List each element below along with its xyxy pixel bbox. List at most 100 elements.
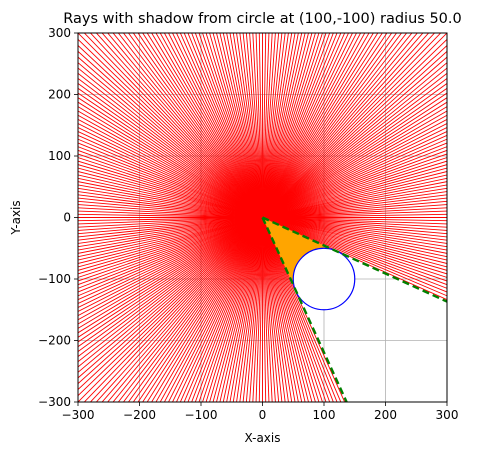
ray-183 [78,217,263,228]
ray-348 [262,217,447,258]
ray-76 [262,33,309,218]
ray-83 [262,33,286,218]
ray-35 [262,87,447,218]
ticks: −300 −200 −100 0 100 200 300 −300 −200 −100 0 100 20… [38,26,458,422]
ray-99 [232,33,263,218]
ray-32 [262,101,447,218]
ray-100 [229,33,263,218]
ray-124 [137,33,263,218]
ray-46 [262,33,442,218]
ray-252 [202,217,263,402]
ray-158 [78,142,263,218]
ray-202 [78,217,263,293]
ray-218 [78,217,263,363]
ray-122 [146,33,263,218]
ray-178 [78,210,263,218]
ray-7 [262,194,447,218]
ray-73 [262,33,320,218]
ray-259 [226,217,263,402]
obstacle-circle [292,247,356,311]
ray-135 [78,33,263,218]
ray-225 [78,217,263,402]
ray-60 [262,33,370,218]
ray-237 [142,217,263,402]
ray-50 [262,33,418,218]
ray-57 [262,33,383,218]
ray-56 [262,33,388,218]
ray-223 [78,217,263,391]
ray-352 [262,217,447,244]
ray-69 [262,33,334,218]
ray-250 [194,217,263,402]
ray-172 [78,191,263,218]
ray-157 [78,138,263,218]
ray-346 [262,217,447,264]
ray-288 [262,217,323,402]
ray-41 [262,56,447,218]
ray-119 [159,33,263,218]
ray-146 [78,92,263,218]
ray-359 [262,217,447,222]
ray-240 [155,217,263,402]
ray-148 [78,101,263,218]
ray-245 [175,217,263,402]
ray-120 [155,33,263,218]
ray-134 [83,33,263,218]
ray-234 [127,217,263,402]
ray-29 [262,114,447,218]
ray-82 [262,33,289,218]
ray-185 [78,217,263,235]
ray-147 [78,97,263,218]
ray-354 [262,217,447,238]
ray-39 [262,67,447,218]
ray-156 [78,134,263,218]
ray-58 [262,33,379,218]
ray-182 [78,217,263,225]
ray-155 [78,130,263,218]
ray-179 [78,213,263,218]
ray-232 [117,217,263,402]
ray-49 [262,33,424,218]
ray-142 [78,72,263,218]
ray-125 [132,33,263,218]
ray-192 [78,217,263,258]
ray-108 [202,33,263,218]
ray-17 [262,160,447,218]
ray-144 [78,82,263,218]
ray-101 [226,33,263,218]
ray-6 [262,197,447,218]
ray-11 [262,181,447,218]
ray-243 [167,217,263,402]
ray-2 [262,210,447,218]
ray-220 [78,217,263,373]
ray-246 [179,217,263,402]
ray-222 [78,217,263,385]
ray-115 [175,33,263,218]
y-tick-label-4: 100 [48,149,71,163]
y-tick-label-2: −100 [38,272,71,286]
ray-207 [78,217,263,313]
ray-196 [78,217,263,271]
ray-95 [245,33,263,218]
ray-59 [262,33,374,218]
chart-title: Rays with shadow from circle at (100,-10… [63,11,461,27]
ray-254 [209,217,263,402]
ray-357 [262,217,447,228]
ray-266 [249,217,263,402]
ray-109 [198,33,263,218]
x-tick-label-0: −300 [62,408,95,422]
ray-25 [262,130,447,218]
tangent-line-1 [262,216,447,303]
ray-5 [262,200,447,218]
ray-93 [252,33,263,218]
ray-81 [262,33,293,218]
ray-287 [262,217,320,402]
ray-265 [245,217,263,402]
ray-36 [262,82,447,218]
ray-209 [78,217,263,321]
ray-71 [262,33,327,218]
ray-175 [78,200,263,218]
ray-238 [146,217,263,402]
ray-94 [249,33,263,218]
